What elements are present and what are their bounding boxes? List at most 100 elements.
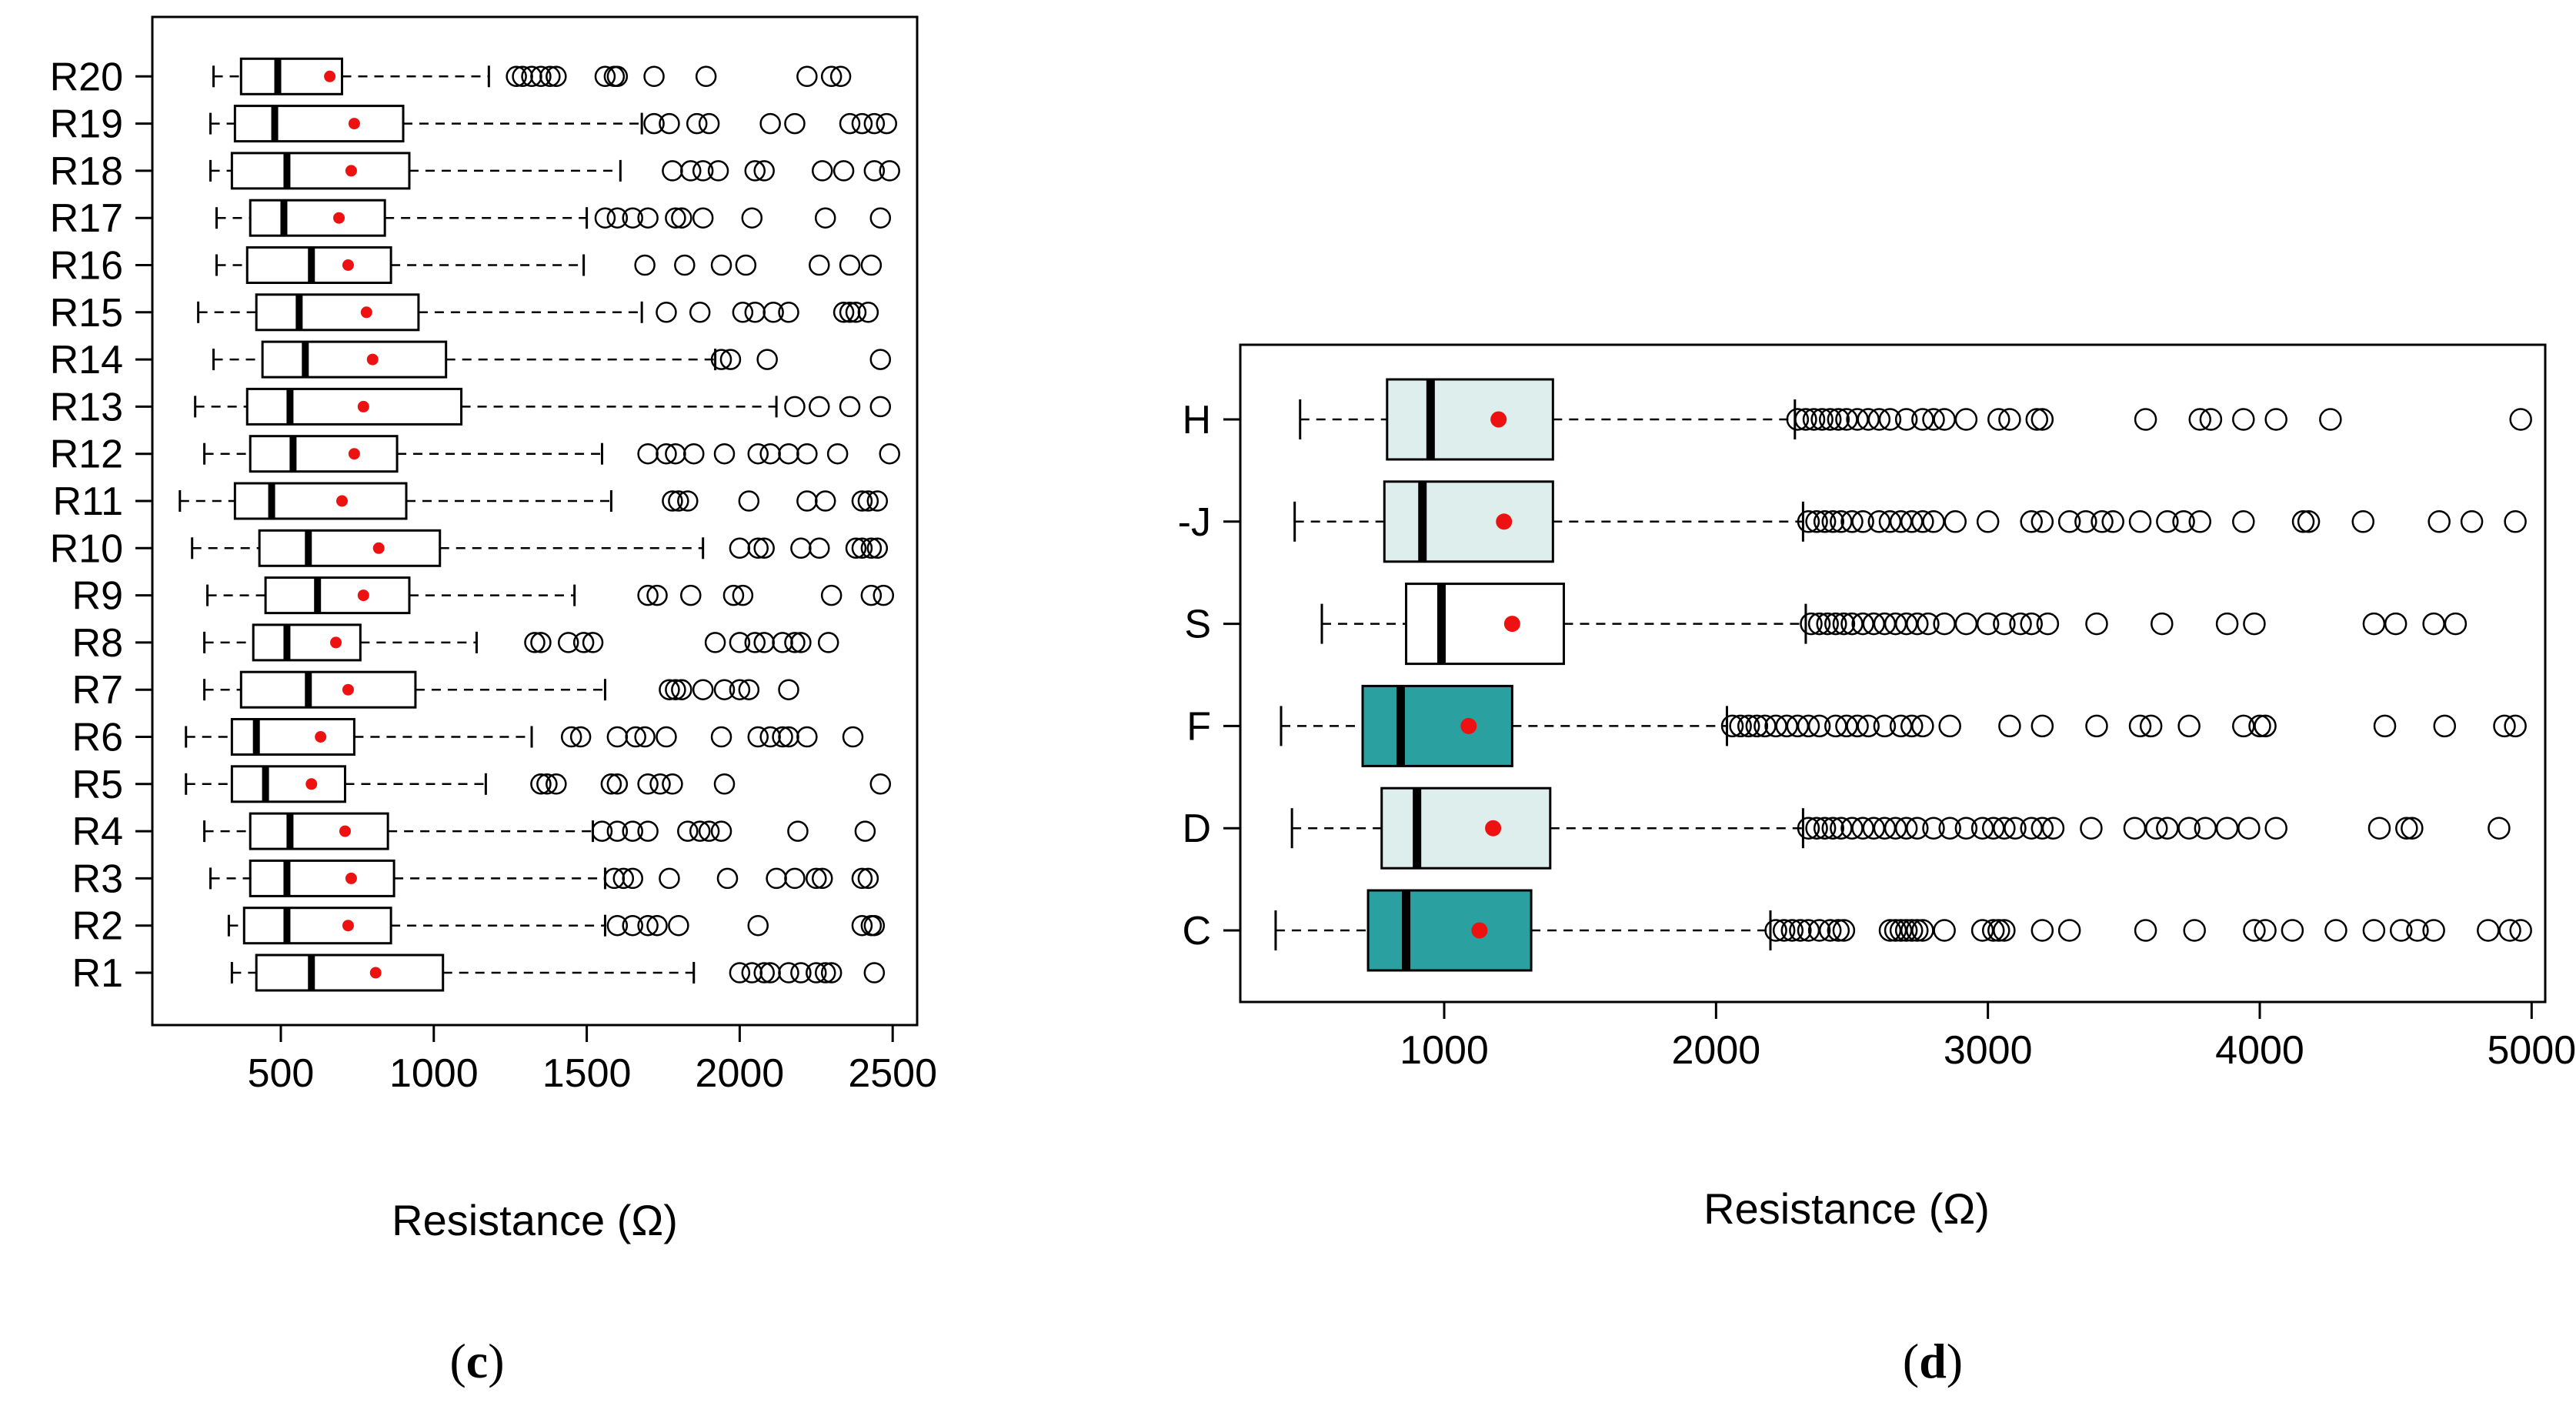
outlier-point xyxy=(2264,408,2287,431)
outlier-point xyxy=(753,537,775,559)
outlier-point xyxy=(677,820,699,842)
outlier-point xyxy=(1737,714,1760,738)
outlier-point xyxy=(863,160,886,182)
outlier-point xyxy=(857,867,879,890)
outlier-point xyxy=(747,442,769,465)
box-group-r17: R17 xyxy=(50,196,892,241)
box-group-r13: R13 xyxy=(50,385,892,429)
outlier-point xyxy=(656,442,677,465)
iqr-box xyxy=(258,529,442,567)
panel-c-plot-area: 500 1000 1500 2000 2500 R1R2R3R4R5R6R7R8R9R10… xyxy=(50,55,937,1096)
outlier-point xyxy=(857,490,879,512)
outlier-point xyxy=(857,302,879,323)
outlier-point xyxy=(1976,612,2000,636)
outlier-point xyxy=(1857,408,1880,431)
outlier-point xyxy=(756,349,778,370)
outlier-point xyxy=(1797,919,1820,942)
iqr-box xyxy=(239,670,417,709)
outlier-point xyxy=(659,867,680,890)
outlier-point xyxy=(530,773,552,795)
outlier-point xyxy=(1911,714,1934,738)
outlier-point xyxy=(1911,408,1934,431)
outlier-point xyxy=(1993,612,2016,636)
outlier-point xyxy=(713,679,736,700)
iqr-box xyxy=(1405,583,1565,666)
outlier-point xyxy=(2134,408,2157,431)
outlier-point xyxy=(637,914,659,937)
box-group-r18: R18 xyxy=(50,149,900,194)
outlier-point xyxy=(2123,817,2147,840)
outlier-point xyxy=(1821,510,1845,533)
outlier-point xyxy=(2509,919,2532,942)
outlier-point xyxy=(530,65,552,88)
outlier-point xyxy=(2351,510,2375,533)
outlier-point xyxy=(2319,408,2342,431)
outlier-point xyxy=(692,679,714,700)
box-group-d: D xyxy=(1182,786,2511,870)
outlier-point xyxy=(698,820,720,842)
y-tick-label: R5 xyxy=(72,763,123,807)
outlier-point xyxy=(796,490,818,512)
outlier-point xyxy=(1987,919,2010,942)
outlier-point xyxy=(2477,919,2500,942)
box-group-r3: R3 xyxy=(72,857,879,901)
iqr-box xyxy=(264,576,411,615)
outlier-point xyxy=(2156,817,2179,840)
outlier-point xyxy=(738,679,760,700)
outlier-point xyxy=(2395,817,2418,840)
outlier-point xyxy=(1894,919,1918,942)
outlier-point xyxy=(1889,919,1913,942)
outlier-point xyxy=(2030,408,2054,431)
outlier-point xyxy=(1802,408,1826,431)
outlier-point xyxy=(1780,919,1804,942)
outlier-point xyxy=(809,396,830,418)
iqr-box xyxy=(249,435,399,473)
y-tick-label: R16 xyxy=(50,244,123,289)
outlier-point xyxy=(606,914,629,937)
outlier-point xyxy=(732,302,754,323)
outlier-point xyxy=(744,302,766,323)
mean-point xyxy=(1471,922,1488,939)
outlier-point xyxy=(680,160,702,182)
outlier-point xyxy=(2422,919,2445,942)
mean-point xyxy=(339,825,351,837)
box-group-r5: R5 xyxy=(72,763,892,807)
mean-point xyxy=(1460,717,1477,734)
outlier-point xyxy=(796,65,818,88)
mean-point xyxy=(330,636,342,649)
panel-d-x-axis-title: Resistance (Ω) xyxy=(1703,1184,1990,1233)
outlier-point xyxy=(1917,612,1940,636)
outlier-point xyxy=(1922,408,1945,431)
outlier-point xyxy=(762,302,784,323)
outlier-point xyxy=(707,160,729,182)
outlier-point xyxy=(1840,817,1864,840)
outlier-point xyxy=(695,65,717,88)
box-group-r6: R6 xyxy=(72,716,864,760)
outlier-point xyxy=(1900,919,1924,942)
outlier-point xyxy=(1832,919,1856,942)
outlier-point xyxy=(1862,612,1886,636)
y-tick-label: R18 xyxy=(50,149,123,194)
outlier-point xyxy=(1970,919,1994,942)
outlier-point xyxy=(668,490,689,512)
outlier-point xyxy=(2074,510,2097,533)
outlier-point xyxy=(1835,714,1858,738)
outlier-point xyxy=(1789,919,1812,942)
outlier-point xyxy=(744,160,766,182)
outlier-point xyxy=(820,584,843,606)
outlier-point xyxy=(524,632,546,653)
outlier-point xyxy=(713,442,736,465)
outlier-point xyxy=(2194,817,2217,840)
iqr-box xyxy=(249,859,395,897)
mean-point xyxy=(1496,513,1513,530)
outlier-point xyxy=(530,632,552,653)
outlier-point xyxy=(784,867,806,890)
outlier-point xyxy=(594,65,616,88)
mean-point xyxy=(342,259,354,271)
outlier-point xyxy=(1807,919,1831,942)
outlier-point xyxy=(2367,817,2391,840)
outlier-point xyxy=(2248,714,2271,738)
y-tick-label: C xyxy=(1182,909,1211,953)
outlier-point xyxy=(1835,408,1858,431)
